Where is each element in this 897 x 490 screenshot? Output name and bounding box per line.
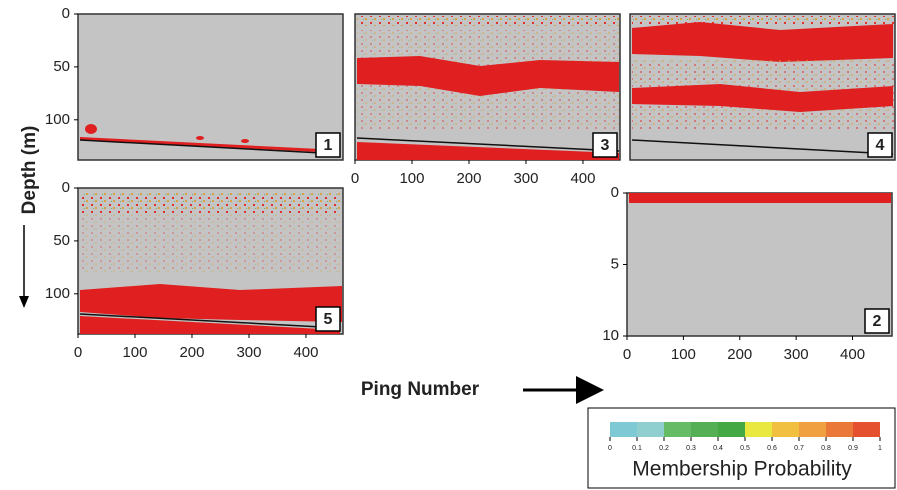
colorbar-segment xyxy=(610,422,637,437)
colorbar-segment xyxy=(772,422,799,437)
arrows xyxy=(19,225,604,404)
colorbar-title: Membership Probability xyxy=(632,458,852,481)
echo-features xyxy=(79,16,894,334)
y-tick-label: 0 xyxy=(62,5,70,22)
x-tick-label: 300 xyxy=(784,346,809,363)
y-tick-label: 50 xyxy=(53,232,70,249)
x-tick-label: 0 xyxy=(74,344,82,361)
panel-label: 4 xyxy=(876,137,885,154)
x-tick-label: 100 xyxy=(122,344,147,361)
colorbar-tick-label: 0.5 xyxy=(740,445,750,452)
colorbar-segment xyxy=(826,422,853,437)
colorbar-segment xyxy=(853,422,880,437)
panel-label-box xyxy=(315,132,341,158)
colorbar-segment xyxy=(799,422,826,437)
y-tick-label: 10 xyxy=(602,327,619,344)
x-tick-label: 400 xyxy=(840,346,865,363)
colorbar-tick-label: 0.4 xyxy=(713,445,723,452)
colorbar-segment xyxy=(664,422,691,437)
panel-label: 5 xyxy=(324,311,333,328)
x-tick-label: 0 xyxy=(351,170,359,187)
colorbar-tick-label: 1 xyxy=(878,445,882,452)
y-tick-label: 0 xyxy=(611,184,619,201)
x-tick-label: 100 xyxy=(399,170,424,187)
colorbar-tick-label: 0 xyxy=(608,445,612,452)
colorbar-tick-label: 0.3 xyxy=(686,445,696,452)
x-tick-label: 100 xyxy=(671,346,696,363)
y-tick-label: 5 xyxy=(611,255,619,272)
colorbar-segment xyxy=(745,422,772,437)
panel-label: 1 xyxy=(324,137,333,154)
panel-label: 3 xyxy=(601,137,610,154)
panel-label: 2 xyxy=(873,313,882,330)
colorbar-tick-label: 0.1 xyxy=(632,445,642,452)
panel-background xyxy=(626,192,893,337)
panel-background xyxy=(77,13,344,161)
colorbar-segment xyxy=(691,422,718,437)
colorbar-tick-label: 0.2 xyxy=(659,445,669,452)
colorbar-tick-label: 0.6 xyxy=(767,445,777,452)
colorbar-tick-label: 0.8 xyxy=(821,445,831,452)
x-axis-label: Ping Number xyxy=(361,379,480,400)
colorbar-tick-label: 0.9 xyxy=(848,445,858,452)
panel-label-box xyxy=(592,132,618,158)
x-tick-label: 200 xyxy=(179,344,204,361)
x-tick-label: 300 xyxy=(236,344,261,361)
colorbar-box xyxy=(587,407,896,489)
colorbar-segment xyxy=(718,422,745,437)
y-tick-label: 0 xyxy=(62,179,70,196)
y-tick-label: 100 xyxy=(45,111,70,128)
y-axis-label: Depth (m) xyxy=(19,126,40,215)
y-tick-label: 100 xyxy=(45,285,70,302)
y-tick-label: 50 xyxy=(53,58,70,75)
x-tick-label: 400 xyxy=(570,170,595,187)
panel-label-box xyxy=(315,306,341,332)
panel-label-box xyxy=(864,308,890,334)
x-tick-label: 400 xyxy=(293,344,318,361)
x-tick-label: 300 xyxy=(513,170,538,187)
colorbar-segment xyxy=(637,422,664,437)
x-tick-label: 0 xyxy=(623,346,631,363)
panel-label-box xyxy=(867,132,893,158)
x-tick-label: 200 xyxy=(456,170,481,187)
colorbar-tick-label: 0.7 xyxy=(794,445,804,452)
x-tick-label: 200 xyxy=(727,346,752,363)
colorbar: 0 0.1 0.2 0.3 0.4 0.5 0.6 0.7 0.8 0.9 1 xyxy=(608,422,882,452)
